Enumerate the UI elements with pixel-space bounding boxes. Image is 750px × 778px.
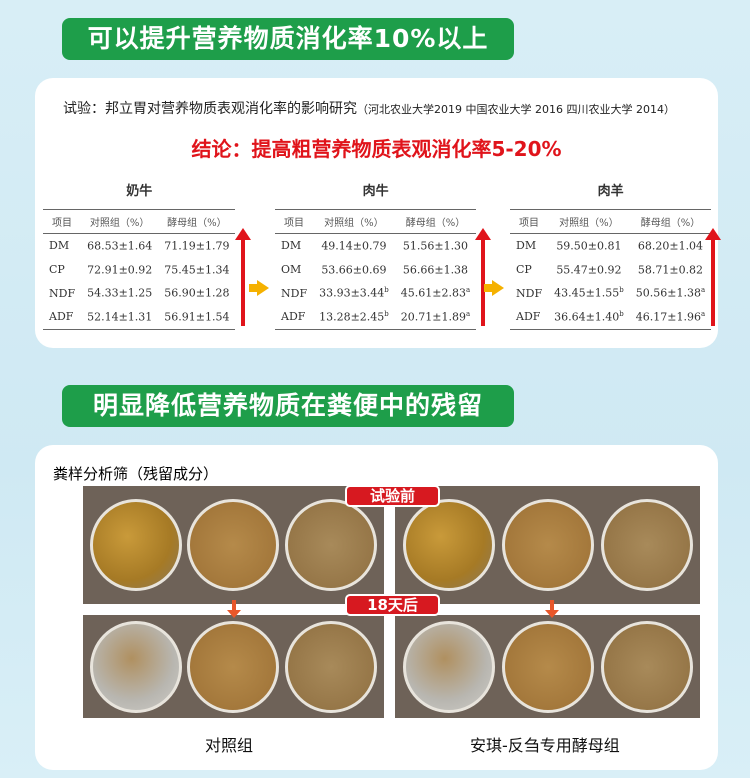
table-row: ADF 13.28±2.45b 20.71±1.89a bbox=[275, 305, 476, 329]
row-label: DM bbox=[49, 239, 70, 253]
control-value: 72.91±0.92 bbox=[87, 263, 153, 277]
yeast-value: 56.66±1.38 bbox=[402, 263, 469, 277]
row-label: DM bbox=[516, 239, 537, 253]
control-value: 49.14±0.79 bbox=[321, 239, 387, 253]
caption-control: 对照组 bbox=[205, 736, 254, 755]
table-row: OM 53.66±0.69 56.66±1.38 bbox=[275, 258, 476, 282]
table-0: 奶牛项目 对照组（%） 酵母组（%） DM 68.53±1.64 71.19±1.79 CP… bbox=[43, 180, 236, 330]
control-after-photo bbox=[83, 615, 384, 718]
study-title: 试验：邦立胃对营养物质表观消化率的影响研究（河北农业大学2019 中国农业大学 … bbox=[63, 98, 675, 118]
table-row: DM 59.50±0.81 68.20±1.04 bbox=[510, 234, 711, 258]
after-badge: 18天后 bbox=[345, 594, 440, 616]
up-arrow-icon bbox=[475, 228, 491, 326]
control-value: 43.45±1.55b bbox=[554, 286, 624, 300]
control-value: 54.33±1.25 bbox=[87, 286, 153, 300]
table-row: CP 72.91±0.92 75.45±1.34 bbox=[43, 258, 235, 282]
control-value: 59.50±0.81 bbox=[556, 239, 622, 253]
table-2: 肉羊项目 对照组（%） 酵母组（%） DM 59.50±0.81 68.20±1.04 CP… bbox=[510, 180, 712, 330]
study-label: 试验：邦立胃对营养物质表观消化率的影响研究 bbox=[63, 101, 357, 117]
row-label: OM bbox=[281, 262, 302, 276]
column-header: 酵母组（%） bbox=[394, 209, 477, 234]
conclusion: 结论：提高粗营养物质表观消化率5-20% bbox=[191, 137, 562, 161]
column-header: 酵母组（%） bbox=[158, 209, 236, 234]
row-label: ADF bbox=[49, 310, 74, 324]
yeast-value: 75.45±1.34 bbox=[164, 263, 230, 277]
table-title: 肉羊 bbox=[597, 184, 624, 199]
digestibility-card: 试验：邦立胃对营养物质表观消化率的影响研究（河北农业大学2019 中国农业大学 … bbox=[35, 78, 721, 348]
table-row: DM 49.14±0.79 51.56±1.30 bbox=[275, 234, 476, 258]
caption-yeast: 安琪-反刍专用酵母组 bbox=[470, 736, 620, 755]
yeast-before-photo bbox=[395, 486, 700, 604]
before-badge: 试验前 bbox=[345, 485, 440, 507]
table-row: DM 68.53±1.64 71.19±1.79 bbox=[43, 234, 235, 258]
yeast-value: 51.56±1.30 bbox=[402, 239, 469, 253]
column-header: 对照组（%） bbox=[81, 209, 159, 234]
table-row: NDF 54.33±1.25 56.90±1.28 bbox=[43, 281, 235, 305]
yeast-value: 20.71±1.89a bbox=[400, 309, 471, 324]
study-source: （河北农业大学2019 中国农业大学 2016 四川农业大学 2014） bbox=[357, 103, 675, 116]
yeast-value: 45.61±2.83a bbox=[400, 286, 471, 300]
row-label: CP bbox=[49, 262, 65, 276]
row-label: ADF bbox=[281, 310, 306, 324]
table-row: NDF 33.93±3.44b 45.61±2.83a bbox=[275, 281, 476, 305]
column-header: 酵母组（%） bbox=[629, 209, 712, 234]
yeast-value: 46.17±1.96a bbox=[635, 309, 706, 324]
sieve-title: 粪样分析筛（残留成分） bbox=[53, 465, 219, 483]
table-1: 肉牛项目 对照组（%） 酵母组（%） DM 49.14±0.79 51.56±1.30 OM… bbox=[275, 180, 477, 330]
table-title: 肉牛 bbox=[362, 184, 389, 199]
yeast-value: 56.90±1.28 bbox=[164, 286, 230, 300]
control-value: 55.47±0.92 bbox=[556, 263, 622, 277]
table-row: ADF 52.14±1.31 56.91±1.54 bbox=[43, 305, 235, 329]
table-title: 奶牛 bbox=[126, 184, 153, 199]
down-arrow-icon bbox=[227, 600, 241, 618]
control-value: 13.28±2.45b bbox=[319, 309, 389, 324]
right-arrow-icon bbox=[484, 280, 504, 296]
control-value: 68.53±1.64 bbox=[87, 239, 153, 253]
table-row: NDF 43.45±1.55b 50.56±1.38a bbox=[510, 281, 711, 305]
column-header: 对照组（%） bbox=[548, 209, 630, 234]
up-arrow-icon bbox=[235, 228, 251, 326]
control-value: 53.66±0.69 bbox=[321, 263, 387, 277]
row-label: ADF bbox=[516, 310, 541, 324]
right-arrow-icon bbox=[249, 280, 269, 296]
banner-residue: 明显降低营养物质在粪便中的残留 bbox=[62, 385, 514, 427]
yeast-value: 50.56±1.38a bbox=[635, 286, 706, 300]
control-value: 36.64±1.40b bbox=[554, 309, 624, 324]
yeast-value: 71.19±1.79 bbox=[164, 239, 230, 253]
row-label: DM bbox=[281, 239, 302, 253]
table-row: CP 55.47±0.92 58.71±0.82 bbox=[510, 258, 711, 282]
row-label: NDF bbox=[516, 286, 543, 300]
yeast-value: 58.71±0.82 bbox=[637, 263, 704, 277]
control-value: 52.14±1.31 bbox=[87, 310, 153, 324]
row-label: NDF bbox=[281, 286, 308, 300]
control-before-photo bbox=[83, 486, 384, 604]
down-arrow-icon bbox=[545, 600, 559, 618]
yeast-value: 56.91±1.54 bbox=[164, 310, 230, 324]
control-value: 33.93±3.44b bbox=[319, 286, 389, 300]
table-row: ADF 36.64±1.40b 46.17±1.96a bbox=[510, 305, 711, 329]
yeast-after-photo bbox=[395, 615, 700, 718]
up-arrow-icon bbox=[705, 228, 721, 326]
row-label: CP bbox=[516, 262, 532, 276]
column-header: 项目 bbox=[275, 209, 314, 234]
row-label: NDF bbox=[49, 286, 76, 300]
banner-digestibility: 可以提升营养物质消化率10%以上 bbox=[62, 18, 514, 60]
yeast-value: 68.20±1.04 bbox=[637, 239, 704, 253]
column-header: 项目 bbox=[510, 209, 549, 234]
column-header: 对照组（%） bbox=[313, 209, 395, 234]
column-header: 项目 bbox=[43, 209, 82, 234]
